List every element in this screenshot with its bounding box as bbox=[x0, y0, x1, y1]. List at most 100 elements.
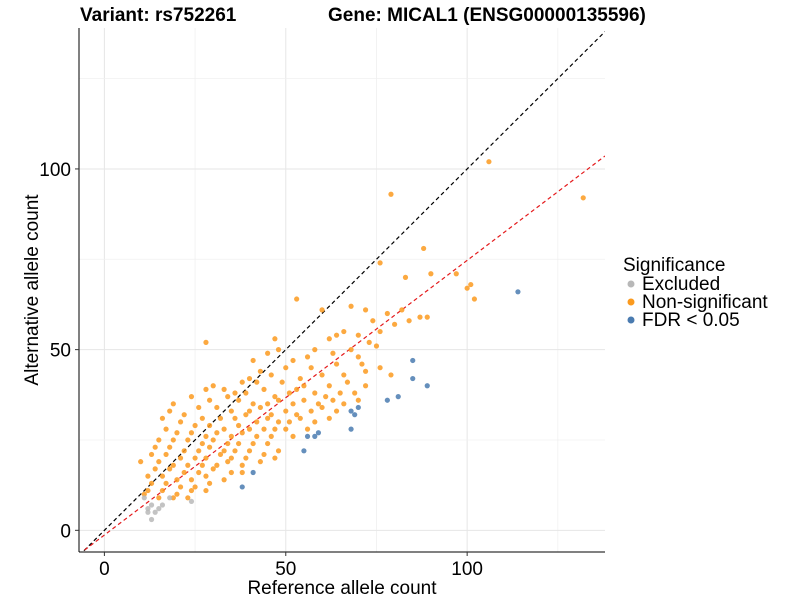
point-non-significant bbox=[388, 191, 394, 197]
point-non-significant bbox=[188, 487, 195, 494]
point-non-significant bbox=[196, 448, 202, 454]
point-non-significant bbox=[355, 354, 361, 360]
point-non-significant bbox=[228, 433, 234, 439]
point-non-significant bbox=[148, 480, 155, 486]
point-non-significant bbox=[217, 451, 224, 458]
point-excluded bbox=[148, 516, 155, 523]
point-non-significant bbox=[232, 390, 238, 396]
point-non-significant bbox=[312, 419, 318, 425]
point-non-significant bbox=[232, 415, 238, 421]
y-tick-label: 100 bbox=[39, 160, 71, 181]
point-excluded bbox=[141, 495, 147, 501]
point-non-significant bbox=[210, 437, 216, 443]
reference-line-fit bbox=[80, 155, 605, 552]
point-non-significant bbox=[348, 303, 354, 309]
point-non-significant bbox=[163, 451, 169, 458]
point-non-significant bbox=[301, 383, 307, 389]
point-non-significant bbox=[464, 285, 470, 291]
point-fdr-0-05 bbox=[301, 448, 307, 454]
point-non-significant bbox=[297, 415, 303, 421]
y-tick-label: 50 bbox=[50, 341, 71, 362]
point-non-significant bbox=[167, 444, 173, 450]
legend-label: FDR < 0.05 bbox=[642, 310, 740, 331]
point-non-significant bbox=[167, 408, 173, 414]
point-non-significant bbox=[265, 401, 271, 407]
point-fdr-0-05 bbox=[410, 375, 416, 382]
point-non-significant bbox=[236, 397, 242, 403]
point-non-significant bbox=[185, 437, 191, 443]
point-fdr-0-05 bbox=[352, 412, 358, 418]
point-non-significant bbox=[228, 455, 234, 461]
point-non-significant bbox=[181, 469, 187, 476]
reference-line-identity bbox=[81, 31, 605, 552]
point-non-significant bbox=[308, 365, 314, 371]
point-non-significant bbox=[257, 404, 263, 411]
point-non-significant bbox=[424, 314, 430, 320]
point-non-significant bbox=[275, 347, 282, 353]
point-non-significant bbox=[406, 318, 412, 324]
point-non-significant bbox=[243, 390, 249, 396]
point-non-significant bbox=[362, 368, 369, 374]
point-non-significant bbox=[221, 426, 227, 432]
point-non-significant bbox=[294, 386, 300, 392]
point-non-significant bbox=[268, 433, 274, 439]
point-non-significant bbox=[203, 386, 209, 392]
point-non-significant bbox=[344, 379, 351, 385]
point-excluded bbox=[188, 498, 195, 505]
point-non-significant bbox=[453, 271, 459, 277]
point-non-significant bbox=[290, 401, 296, 407]
point-non-significant bbox=[373, 343, 380, 349]
point-non-significant bbox=[275, 448, 282, 454]
axes bbox=[78, 28, 605, 553]
point-non-significant bbox=[170, 462, 176, 468]
point-non-significant bbox=[206, 397, 213, 403]
point-fdr-0-05 bbox=[410, 357, 416, 364]
point-non-significant bbox=[174, 430, 180, 436]
point-non-significant bbox=[366, 339, 372, 345]
legend-label: Excluded bbox=[642, 274, 720, 295]
point-non-significant bbox=[355, 397, 361, 403]
point-non-significant bbox=[272, 426, 278, 432]
point-non-significant bbox=[392, 321, 398, 327]
point-fdr-0-05 bbox=[312, 433, 318, 439]
point-non-significant bbox=[286, 419, 292, 425]
point-non-significant bbox=[199, 462, 205, 468]
point-non-significant bbox=[283, 365, 289, 371]
point-non-significant bbox=[246, 375, 253, 382]
point-non-significant bbox=[312, 347, 318, 353]
point-non-significant bbox=[225, 440, 231, 447]
point-non-significant bbox=[326, 336, 332, 342]
point-non-significant bbox=[272, 394, 278, 400]
point-non-significant bbox=[214, 404, 220, 411]
point-non-significant bbox=[170, 401, 176, 407]
point-non-significant bbox=[163, 426, 169, 432]
point-non-significant bbox=[167, 466, 173, 472]
point-excluded bbox=[145, 509, 151, 515]
point-non-significant bbox=[268, 372, 274, 378]
point-fdr-0-05 bbox=[239, 484, 245, 490]
point-non-significant bbox=[272, 455, 278, 461]
point-non-significant bbox=[236, 422, 242, 429]
point-non-significant bbox=[192, 484, 198, 490]
point-non-significant bbox=[417, 314, 423, 320]
point-non-significant bbox=[206, 480, 213, 486]
point-non-significant bbox=[304, 426, 311, 432]
point-non-significant bbox=[203, 473, 209, 479]
tick-labels: 0 50 100 0 50 100 bbox=[39, 160, 483, 580]
point-fdr-0-05 bbox=[395, 394, 401, 400]
point-non-significant bbox=[265, 440, 271, 447]
point-fdr-0-05 bbox=[348, 408, 354, 414]
point-non-significant bbox=[330, 350, 336, 356]
point-non-significant bbox=[246, 408, 253, 414]
point-non-significant bbox=[283, 426, 289, 432]
point-non-significant bbox=[261, 426, 267, 432]
point-non-significant bbox=[239, 469, 245, 476]
point-non-significant bbox=[471, 296, 478, 302]
legend: Significance ExcludedNon-significantFDR … bbox=[623, 255, 768, 331]
point-non-significant bbox=[257, 368, 263, 374]
point-fdr-0-05 bbox=[384, 397, 390, 403]
point-non-significant bbox=[246, 426, 253, 432]
point-non-significant bbox=[196, 404, 202, 411]
chart-title-variant: Variant: rs752261 bbox=[80, 5, 237, 26]
point-non-significant bbox=[326, 383, 332, 389]
